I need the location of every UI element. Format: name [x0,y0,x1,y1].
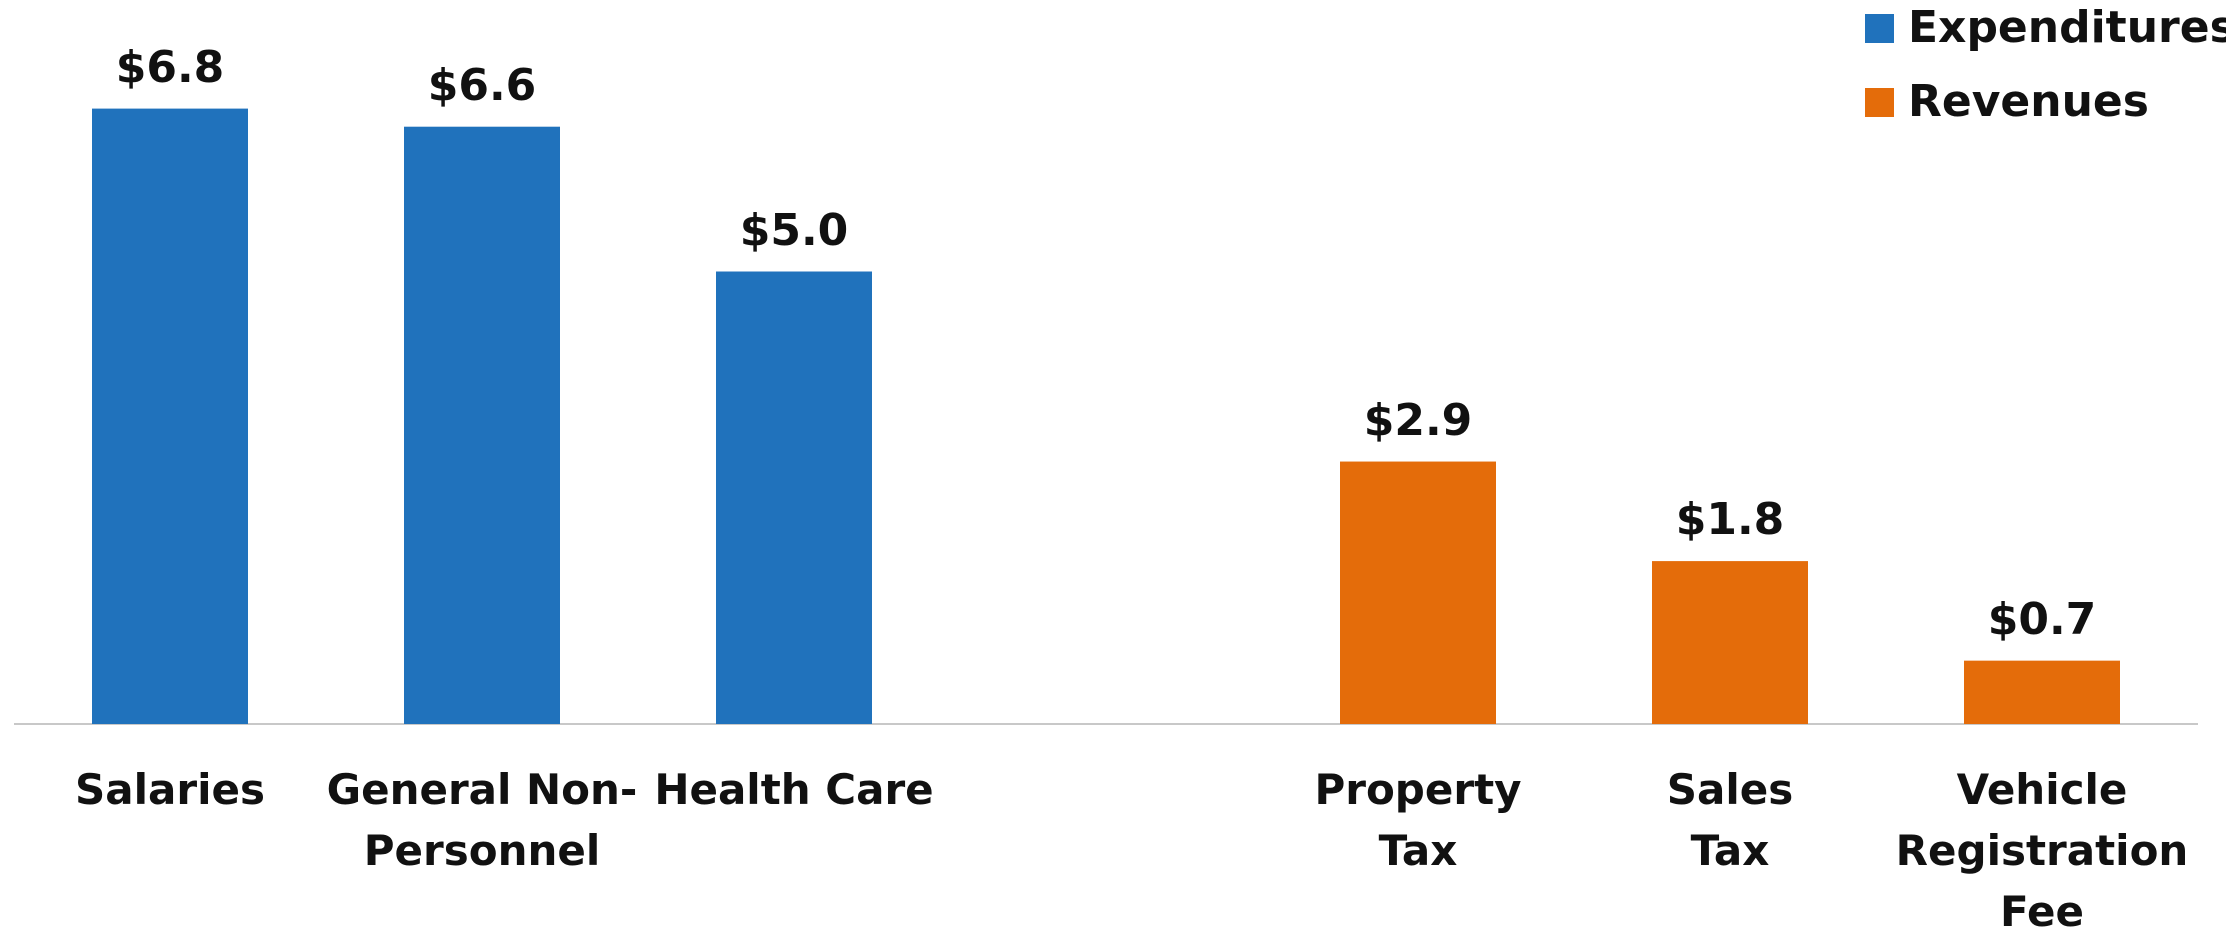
x-tick-label: Salaries [75,765,265,814]
data-label: $6.6 [427,59,537,111]
x-tick-label: General Non- Personnel [326,765,638,875]
bar [1652,561,1808,724]
legend-label: Revenues [1908,76,2149,127]
bar [1964,660,2120,724]
legend-swatch [1865,14,1894,43]
bar [1340,461,1496,724]
x-tick-label: Health Care [654,765,934,814]
x-tick-label: Vehicle Registration Fee [1895,765,2189,936]
bar [404,126,560,724]
x-tick-label: Sales Tax [1666,765,1794,875]
bar [92,108,248,725]
data-label: $6.8 [115,41,225,93]
data-label: $1.8 [1675,494,1785,546]
bar [716,271,872,724]
legend-label: Expenditures [1908,2,2226,53]
data-label: $2.9 [1363,394,1473,446]
data-label: $5.0 [739,204,849,256]
x-tick-label: Property Tax [1314,765,1522,875]
data-label: $0.7 [1987,593,2097,645]
legend-swatch [1865,88,1894,117]
